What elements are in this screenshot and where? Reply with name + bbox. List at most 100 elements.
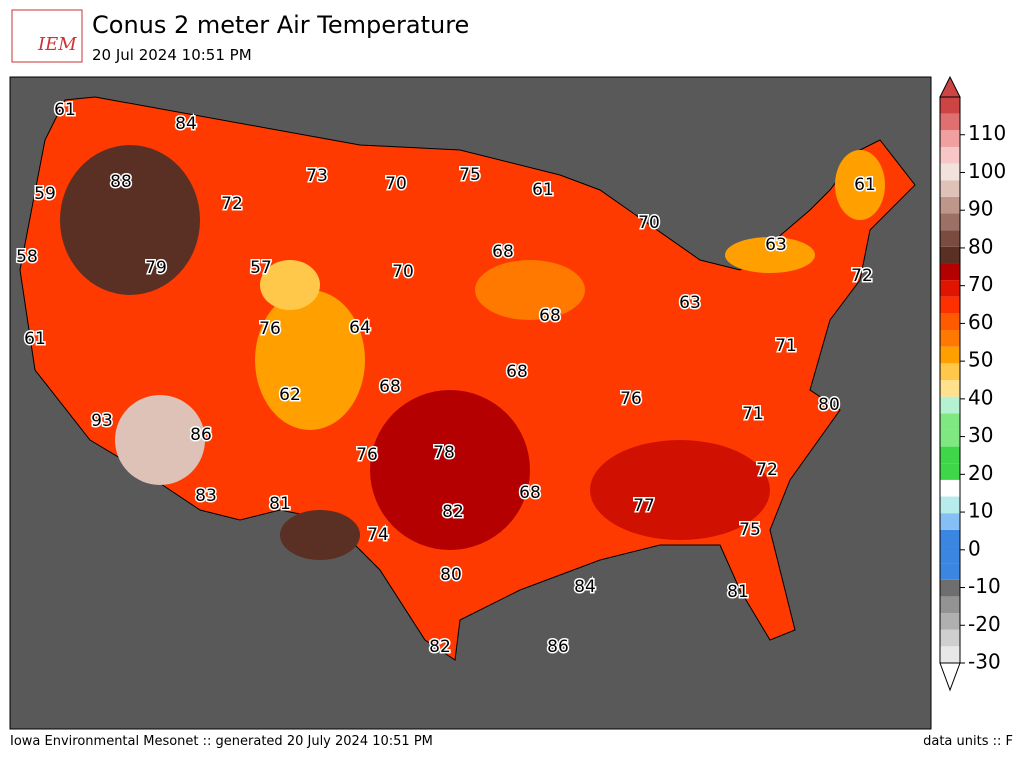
colorbar-band [940,213,960,231]
colorbar-tick-label: -10 [968,574,1001,598]
station-value: 84 [574,577,596,597]
colorbar-band [940,313,960,331]
warm-region [590,440,770,540]
colorbar-band [940,363,960,380]
colorbar-band [940,380,960,397]
station-value: 80 [440,565,462,585]
colorbar-band [940,546,960,564]
title: Conus 2 meter Air Temperature [92,11,469,39]
station-value: 61 [854,175,876,195]
colorbar-band [940,263,960,281]
colorbar-band [940,479,960,497]
station-value: 75 [739,520,761,540]
subtitle: 20 Jul 2024 10:51 PM [92,46,252,64]
station-value: 84 [175,114,197,134]
station-value: 68 [492,242,514,262]
station-value: 63 [679,293,701,313]
station-value: 58 [16,247,38,267]
footer-left: Iowa Environmental Mesonet :: generated … [10,734,433,749]
station-value: 74 [367,525,389,545]
station-value: 73 [306,166,328,186]
colorbar-band [940,496,960,514]
colorbar-band [940,230,960,247]
colorbar-tick-label: 70 [968,272,993,296]
colorbar-tick-label: 50 [968,348,993,372]
colorbar-band [940,330,960,347]
colorbar-tick-label: 80 [968,234,993,258]
colorbar-frame [939,96,961,664]
colorbar-tick-label: 0 [968,536,981,560]
station-value: 70 [638,213,660,233]
colorbar-band [940,113,960,131]
colorbar-tick-label: 90 [968,197,993,221]
colorbar-band [940,196,960,214]
colorbar-band [940,646,960,663]
colorbar-band [940,529,960,547]
station-value: 81 [727,582,749,602]
station-value: 68 [506,362,528,382]
station-value: 77 [633,496,655,516]
colorbar-band [940,130,960,147]
colorbar-band [940,613,960,630]
colorbar-tick-label: 100 [968,159,1006,183]
station-value: 71 [742,404,764,424]
station-value: 70 [385,174,407,194]
station-value: 72 [221,194,243,214]
colorbar-band [940,396,960,414]
station-value: 86 [190,425,212,445]
colorbar-band [940,563,960,580]
hot-region [280,510,360,560]
cool-region [255,290,365,430]
colorbar-tick-label: 60 [968,310,993,334]
colorbar-band [940,596,960,614]
hot-region [115,395,205,485]
station-value: 93 [91,411,113,431]
colorbar-band [940,97,960,114]
colorbar-tick-label: 110 [968,121,1006,145]
station-value: 86 [547,637,569,657]
colorbar-band [940,513,960,530]
colorbar-arrow [939,75,961,98]
station-value: 61 [54,100,76,120]
logo-box [11,9,83,63]
cool-region [835,150,885,220]
station-value: 88 [110,172,132,192]
station-value: 61 [24,329,46,349]
colorbar-band [940,146,960,164]
station-value: 68 [519,483,541,503]
colorbar-tick-label: -30 [968,650,1001,674]
station-value: 81 [269,494,291,514]
hot-region [60,145,200,295]
station-value: 57 [250,258,272,278]
station-value: 83 [195,486,217,506]
station-value: 62 [279,385,301,405]
station-value: 70 [392,262,414,282]
colorbar-band [940,346,960,364]
station-value: 76 [259,319,281,339]
station-value: 82 [442,502,464,522]
colorbar-tick-label: 20 [968,461,993,485]
colorbar-band [940,296,960,314]
station-value: 63 [765,235,787,255]
colorbar-tick-label: -20 [968,612,1001,636]
colorbar-band [940,180,960,197]
colorbar-tick-label: 10 [968,499,993,523]
colorbar-band [940,579,960,597]
footer-right: data units :: F [923,734,1013,749]
station-value: 78 [433,443,455,463]
station-value: 75 [459,165,481,185]
station-value: 61 [532,180,554,200]
colorbar-band [940,163,960,181]
station-value: 72 [851,266,873,286]
station-value: 76 [356,445,378,465]
colorbar-arrow [939,662,961,692]
cool-region [725,237,815,273]
station-value: 59 [34,184,56,204]
station-value: 71 [775,336,797,356]
colorbar-band [940,280,960,297]
logo: IEM [37,34,77,55]
colorbar-band [940,463,960,480]
station-value: 82 [429,637,451,657]
cool-region [475,260,585,320]
